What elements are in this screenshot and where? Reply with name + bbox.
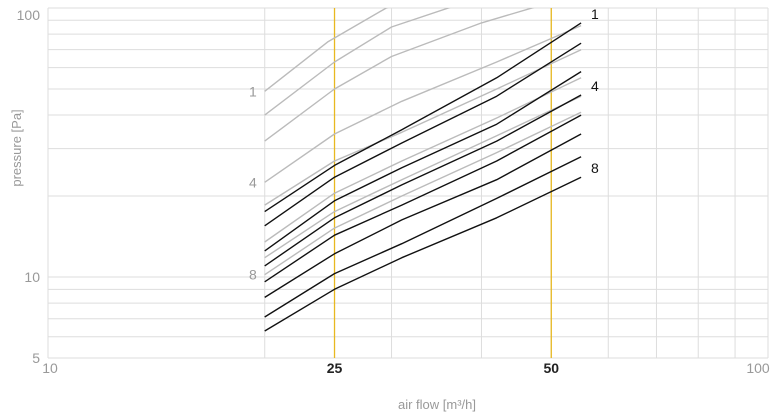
y-tick-label: 10: [24, 269, 40, 285]
y-axis-title: pressure [Pa]: [9, 109, 24, 186]
reference-lines: [333, 8, 552, 358]
gray-series-line-12: [264, 24, 582, 183]
black-series-line-6: [264, 133, 582, 298]
y-tick-label: 5: [32, 350, 40, 366]
gray-series-line-15: [264, 95, 582, 259]
black-series-group: [264, 22, 582, 332]
black-series-line-3: [264, 71, 582, 252]
x-tick-label: 10: [42, 360, 58, 376]
black-series-line-5: [264, 114, 582, 283]
gray-series-group: [264, 8, 582, 276]
black-series-label: 1: [591, 6, 599, 22]
black-series-label: 8: [591, 160, 599, 176]
gray-series-line-16: [264, 111, 582, 276]
series-labels: 1 4 8 1 4 8: [249, 6, 599, 283]
gray-series-line-13: [264, 49, 582, 206]
plot-area: [48, 8, 768, 358]
black-series-line-8: [264, 176, 582, 332]
gray-series-label: 1: [249, 83, 257, 99]
gray-series-label: 4: [249, 174, 257, 190]
black-series-line-1: [264, 22, 582, 213]
black-series-line-7: [264, 156, 582, 318]
gray-series-line-10: [264, 8, 451, 116]
x-tick-label: 50: [543, 360, 559, 376]
y-tick-label: 100: [17, 7, 41, 23]
black-series-line-2: [264, 42, 582, 227]
gray-series-line-9: [264, 8, 389, 92]
x-axis-title: air flow [m³/h]: [398, 397, 476, 412]
gray-series-line-11: [264, 8, 535, 142]
x-tick-label: 25: [327, 360, 343, 376]
black-series-label: 4: [591, 78, 599, 94]
grid-lines: [47, 7, 769, 359]
x-tick-label: 100: [746, 360, 770, 376]
gray-series-label: 8: [249, 267, 257, 283]
gray-series-line-14: [264, 77, 582, 243]
black-series-line-4: [264, 94, 582, 267]
